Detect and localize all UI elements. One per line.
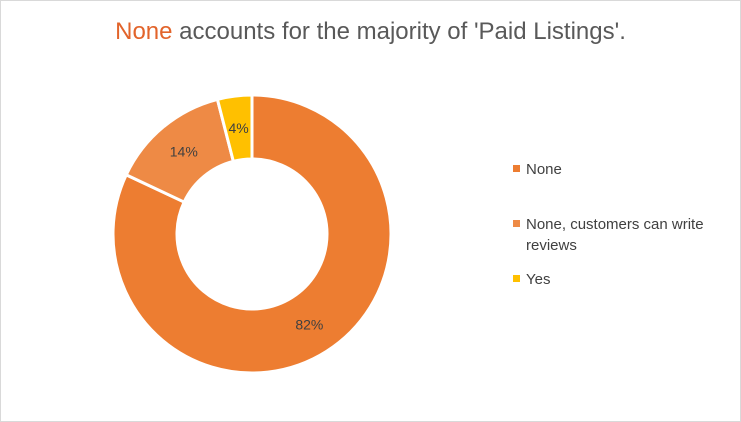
title-text: accounts for the majority of 'Paid Listi… xyxy=(172,18,626,45)
legend-swatch-none-customers-can-write-reviews xyxy=(513,220,520,227)
legend-swatch-yes xyxy=(513,275,520,282)
legend-label-none-customers-can-write-reviews: None, customers can write reviews xyxy=(526,216,704,254)
data-label-none: 82% xyxy=(295,316,323,332)
legend-label-yes: Yes xyxy=(526,271,551,288)
data-label-none-customers-can-write-reviews: 14% xyxy=(170,144,198,160)
chart-title: None accounts for the majority of 'Paid … xyxy=(0,18,741,46)
legend-item-none-customers-can-write-reviews: None, customers can write reviews xyxy=(513,214,733,256)
legend-swatch-none xyxy=(513,165,520,172)
legend-item-none: None xyxy=(513,159,733,180)
title-highlight: None xyxy=(115,18,173,45)
slice-yes xyxy=(215,93,254,164)
slice-none xyxy=(111,93,393,375)
data-label-yes: 4% xyxy=(228,120,248,136)
legend-label-none: None xyxy=(526,161,562,178)
legend-item-yes: Yes xyxy=(513,269,733,290)
